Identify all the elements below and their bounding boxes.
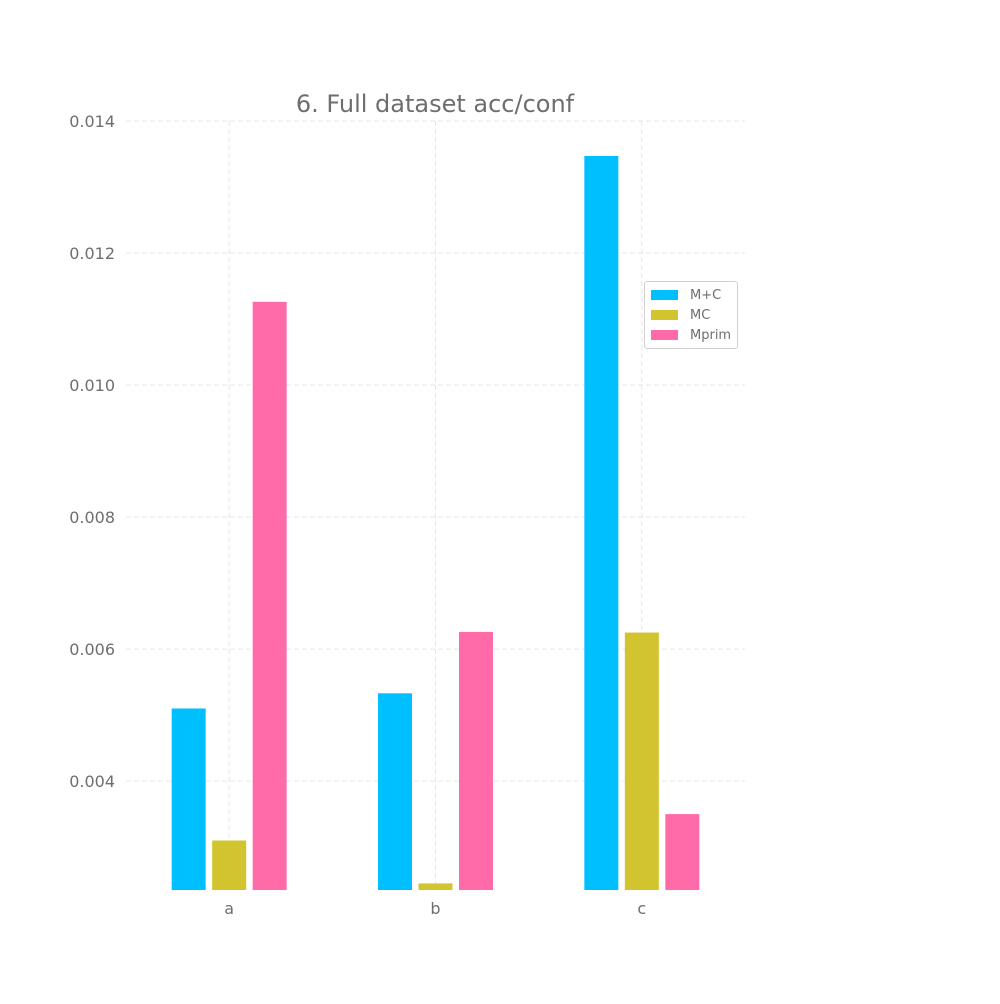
y-tick-label: 0.010 (69, 376, 115, 395)
legend-item-0: M+C (651, 287, 721, 303)
legend-label-1: MC (690, 307, 711, 323)
y-tick-label: 0.012 (69, 244, 115, 263)
bar-m-c (378, 693, 412, 890)
bar-m-c (171, 708, 206, 890)
bar-mprim (252, 301, 287, 890)
y-tick-label: 0.008 (69, 508, 115, 527)
x-tick-label: b (430, 899, 440, 918)
legend-swatch-1 (651, 310, 678, 320)
bar-mprim (459, 631, 493, 890)
y-tick-label: 0.004 (69, 772, 115, 791)
x-tick-label: c (637, 899, 646, 918)
bar-mc (418, 883, 453, 890)
x-tick-label: a (224, 899, 234, 918)
bar-mc (624, 632, 659, 890)
legend-swatch-2 (651, 330, 678, 340)
legend: M+C MC Mprim (644, 281, 738, 349)
legend-label-0: M+C (690, 287, 722, 303)
y-tick-label: 0.014 (69, 112, 115, 131)
y-tick-label: 0.006 (69, 640, 115, 659)
legend-item-2: Mprim (651, 327, 731, 343)
legend-label-2: Mprim (690, 327, 732, 343)
legend-item-1: MC (651, 307, 710, 323)
bar-mc (212, 840, 247, 890)
chart-title: 6. Full dataset acc/conf (296, 90, 575, 118)
bar-mprim (665, 814, 700, 890)
bar-m-c (584, 155, 619, 890)
legend-swatch-0 (651, 290, 678, 300)
